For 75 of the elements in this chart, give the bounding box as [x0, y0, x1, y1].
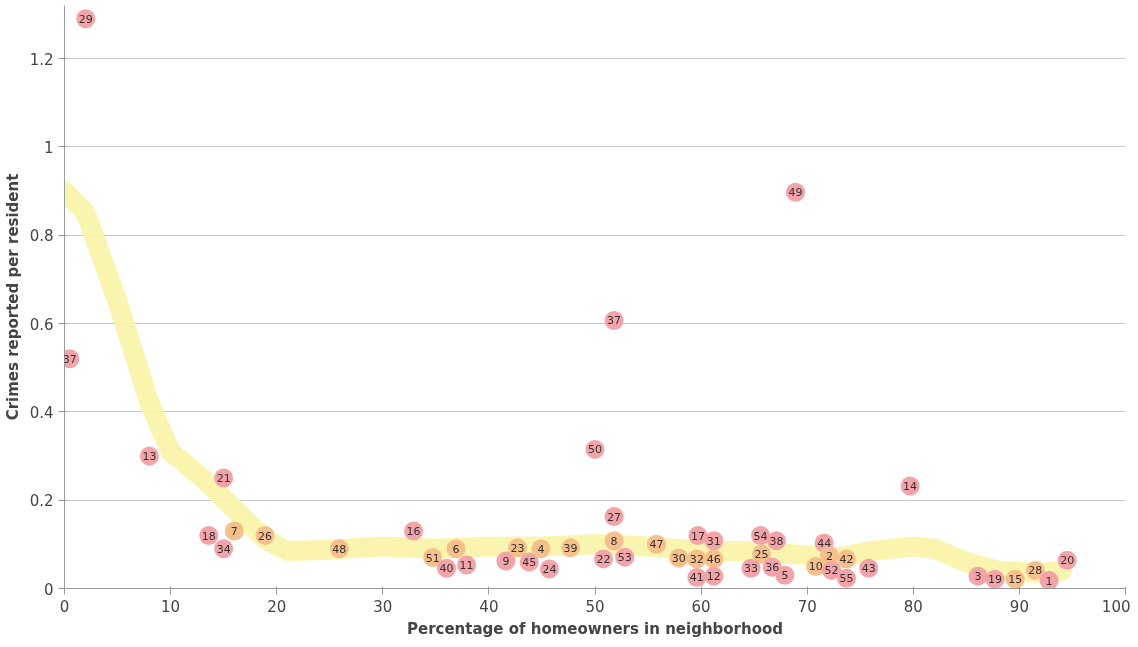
annotation: 27: [607, 510, 622, 524]
y-tick-label: 1.2: [29, 50, 54, 69]
annotation: 38: [769, 534, 784, 548]
x-tick-label: 100: [1101, 597, 1131, 616]
annotation: 19: [988, 573, 1002, 587]
annotation: 30: [671, 552, 686, 566]
annotation: 14: [903, 480, 918, 494]
x-tick-label: 70: [797, 597, 817, 616]
annotation: 40: [439, 562, 454, 576]
y-tick-label: 0.8: [29, 227, 54, 246]
annotation: 20: [1060, 554, 1075, 568]
annotation: 5: [781, 569, 789, 583]
y-tick-label: 0: [43, 580, 54, 599]
x-tick-label: 30: [373, 597, 393, 616]
annotation: 28: [1028, 564, 1043, 578]
annotation: 17: [690, 529, 705, 543]
annotation: 1: [1045, 574, 1053, 588]
annotation: 48: [332, 542, 347, 556]
y-tick-label: 0.6: [29, 315, 54, 334]
annotation: 22: [596, 552, 611, 566]
annotation: 11: [459, 559, 474, 573]
x-tick-label: 10: [161, 597, 181, 616]
y-axis-title: Crimes reported per resident: [3, 173, 22, 421]
annotation: 10: [808, 560, 823, 574]
x-tick-label: 60: [691, 597, 711, 616]
x-axis-title: Percentage of homeowners in neighborhood: [406, 619, 784, 638]
annotation: 33: [743, 562, 758, 576]
annotation: 45: [522, 556, 537, 569]
annotation: 15: [1008, 573, 1023, 587]
annotation: 29: [78, 12, 93, 26]
annotation: 51: [425, 551, 440, 565]
annotation: 4: [537, 542, 545, 556]
x-tick-label: 90: [1009, 597, 1029, 616]
annotation: 16: [406, 525, 421, 539]
annotation: 8: [610, 534, 618, 548]
x-tick-label: 20: [267, 597, 287, 616]
annotation: 21: [216, 472, 231, 486]
annotation: 34: [216, 542, 231, 556]
annotation: 32: [689, 552, 704, 566]
x-tick-label: 50: [585, 597, 605, 616]
annotation: 53: [617, 551, 632, 565]
annotation: 31: [706, 534, 721, 548]
x-tick-label: 80: [903, 597, 923, 616]
annotation: 26: [258, 529, 273, 543]
annotation: 37: [62, 352, 77, 366]
annotation: 9: [502, 555, 510, 569]
annotation: 47: [649, 538, 664, 552]
y-tick-label: 1: [43, 138, 54, 157]
annotation: 46: [706, 552, 721, 566]
annotation: 25: [754, 548, 769, 562]
x-tick-label: 0: [59, 597, 70, 616]
annotation: 52: [824, 564, 839, 578]
annotation: 36: [765, 561, 780, 575]
annotation: 43: [861, 562, 876, 576]
annotation: 13: [142, 450, 157, 463]
annotation: 55: [839, 572, 854, 586]
y-tick-label: 0.2: [29, 492, 54, 511]
annotation: 39: [563, 541, 578, 555]
annotation: 12: [706, 570, 721, 584]
annotation: 23: [510, 541, 525, 555]
annotation: 50: [588, 443, 602, 457]
y-tick-label: 0.4: [29, 403, 54, 422]
annotation: 42: [839, 552, 854, 566]
annotation: 37: [607, 314, 622, 328]
annotation: 7: [230, 525, 238, 539]
annotation: 54: [753, 529, 768, 543]
annotation: 41: [689, 571, 704, 585]
annotation: 49: [788, 186, 803, 200]
annotation: 24: [542, 563, 557, 577]
annotation: 44: [817, 537, 832, 551]
annotation: 18: [201, 529, 216, 543]
annotation: 2: [825, 549, 833, 563]
annotation: 6: [452, 542, 460, 556]
annotation: 3: [974, 570, 982, 584]
x-tick-label: 40: [479, 597, 499, 616]
